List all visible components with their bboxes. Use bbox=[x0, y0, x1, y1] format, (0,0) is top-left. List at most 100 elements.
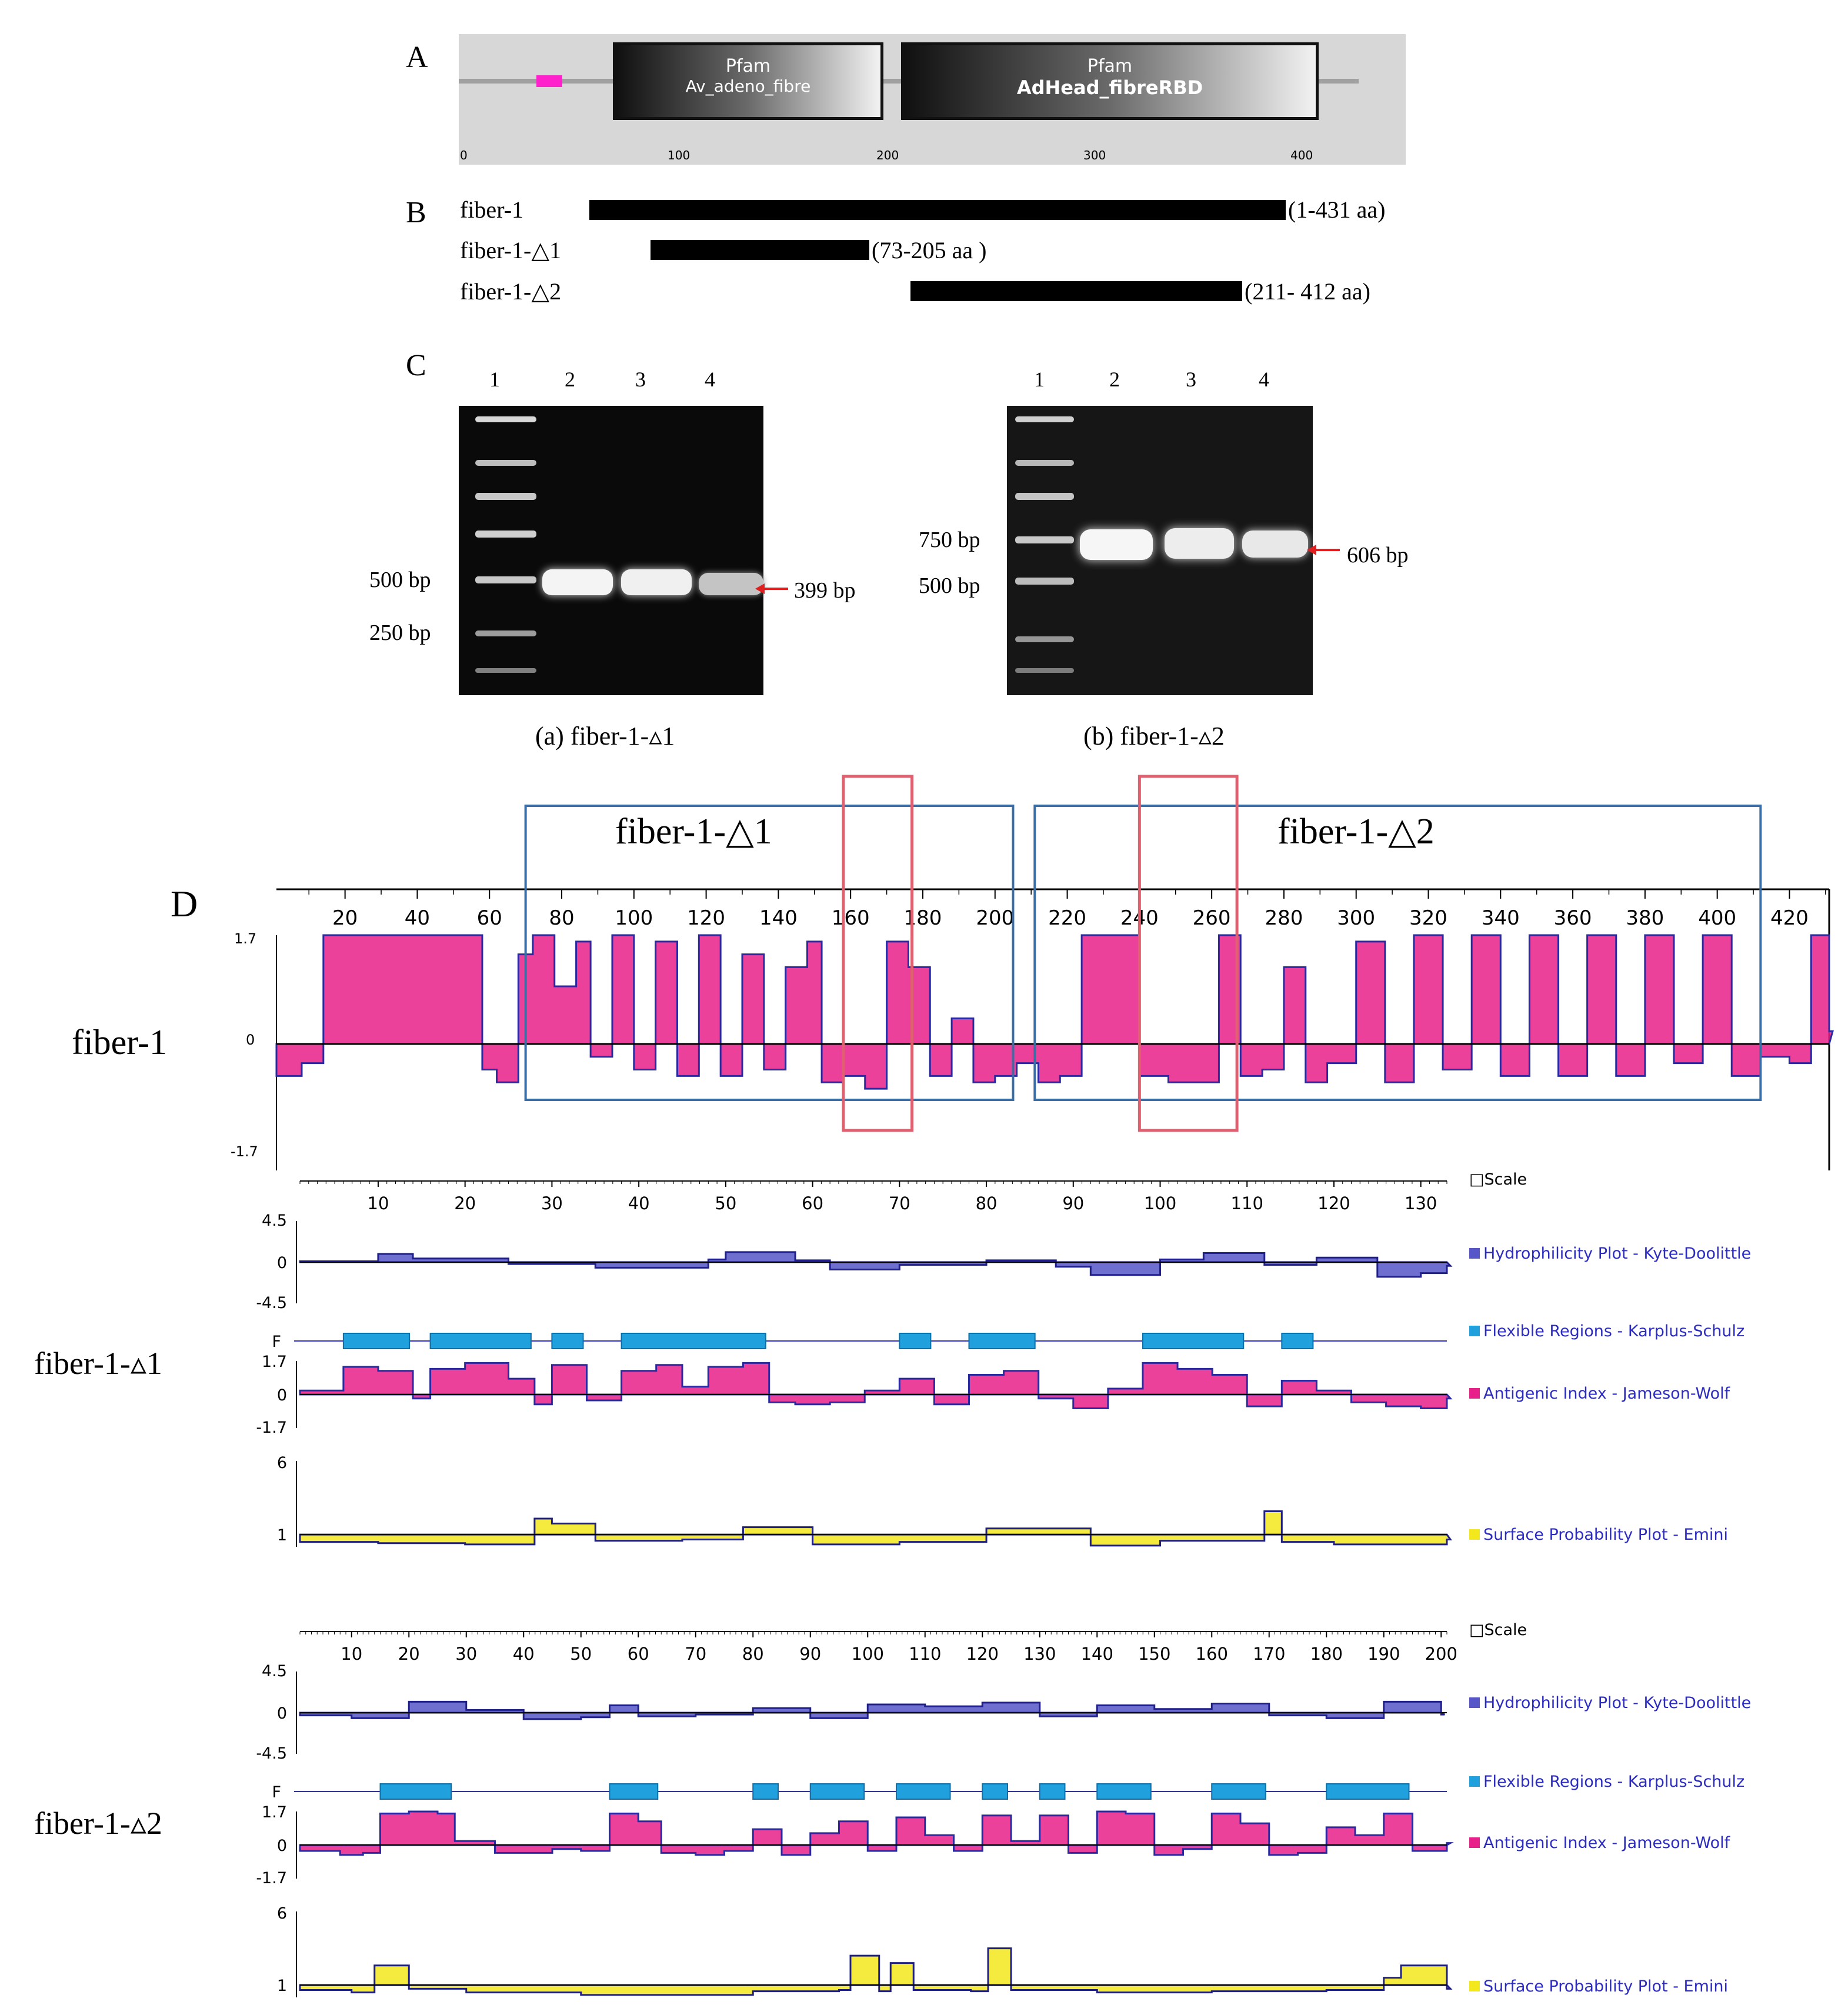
delta1-flex-region bbox=[342, 1333, 411, 1349]
gel-a-ladder-band bbox=[475, 416, 536, 422]
delta1-scale-tick-label: 10 bbox=[368, 1193, 389, 1213]
delta1-hydro-area bbox=[299, 1251, 1453, 1278]
delta2-anti-tick-label: 0 bbox=[277, 1837, 287, 1855]
gel-b-lane-2: 2 bbox=[1109, 368, 1120, 391]
fiber-1-region-label-2: fiber-1-△2 bbox=[1277, 812, 1435, 852]
delta1-plot-tracks: 10 20 30 40 50 60 70 80 90 100 110 120 1304.50-4.5F1… bbox=[256, 1180, 1453, 1547]
delta2-legend-flex: Flexible Regions - Karplus-Schulz bbox=[1469, 1773, 1744, 1791]
delta2-scale-tick-label: 10 bbox=[341, 1644, 362, 1664]
delta2-scale-tick-label: 160 bbox=[1196, 1644, 1228, 1664]
fiber-1-region-box bbox=[524, 805, 1015, 1101]
delta1-flex-region bbox=[1142, 1333, 1245, 1349]
legend-flex-swatch bbox=[1469, 1776, 1480, 1787]
pfam-axis-tick-400: 400 bbox=[1290, 148, 1313, 162]
delta1-anti-tick-label: -1.7 bbox=[256, 1419, 287, 1437]
fiber-1-x-tick-label: 60 bbox=[477, 906, 502, 930]
delta2-legend-surf: Surface Probability Plot - Emini bbox=[1469, 1977, 1728, 1996]
delta1-protein-plots: 10 20 30 40 50 60 70 80 90 100 110 120 1304.50-4.5F1… bbox=[256, 1180, 1453, 1547]
legend-anti-swatch bbox=[1469, 1837, 1480, 1848]
fiber-1-x-tick-label: 220 bbox=[1048, 906, 1086, 930]
delta1-scale-tick-label: 100 bbox=[1144, 1193, 1176, 1213]
delta2-legend-anti-text: Antigenic Index - Jameson-Wolf bbox=[1483, 1834, 1730, 1852]
delta2-anti-area bbox=[299, 1810, 1454, 1856]
delta1-scale-tick-label: 90 bbox=[1062, 1193, 1084, 1213]
gel-a-ladder-band bbox=[475, 630, 536, 636]
gel-b-ladder-band bbox=[1015, 416, 1074, 422]
gel-b-ladder-band bbox=[1015, 493, 1074, 500]
delta1-scale-tick-label: 70 bbox=[889, 1193, 910, 1213]
gel-a-band-size: 399 bp bbox=[794, 578, 856, 603]
delta2-hydro-tick-label: 4.5 bbox=[262, 1662, 287, 1680]
delta1-legend-surf: Surface Probability Plot - Emini bbox=[1469, 1526, 1728, 1544]
fiber-1-region-box bbox=[1033, 805, 1762, 1101]
delta1-legend-anti-text: Antigenic Index - Jameson-Wolf bbox=[1483, 1385, 1730, 1403]
pfam-axis-tick-100: 100 bbox=[668, 148, 691, 162]
pfam-axis-tick-200: 200 bbox=[876, 148, 899, 162]
legend-surf-swatch bbox=[1469, 1981, 1480, 1991]
delta1-flex-region bbox=[551, 1333, 584, 1349]
delta1-flex-region bbox=[1281, 1333, 1314, 1349]
panel-c-letter: C bbox=[406, 349, 426, 382]
delta2-scale-tick-label: 90 bbox=[799, 1644, 821, 1664]
legend-anti-swatch bbox=[1469, 1388, 1480, 1399]
fiber-1-x-tick-label: 40 bbox=[405, 906, 430, 930]
legend-scale-swatch: □ bbox=[1469, 1621, 1485, 1639]
delta2-anti-tick-label: 1.7 bbox=[262, 1803, 287, 1821]
delta2-flex-region bbox=[896, 1783, 951, 1800]
gel-a-ladder-band bbox=[475, 576, 536, 583]
delta2-surf-tick-label: 1 bbox=[277, 1977, 287, 1995]
pfam-domain-2-line1: Pfam bbox=[1087, 56, 1133, 76]
delta2-hydro-area bbox=[299, 1700, 1445, 1720]
pfam-domain-adhead-fibrerbd: Pfam AdHead_fibreRBD bbox=[901, 42, 1319, 120]
gel-b-sample-band bbox=[1165, 528, 1234, 559]
delta1-scale-tick-label: 40 bbox=[628, 1193, 650, 1213]
fiber-1-x-tick-label: 420 bbox=[1770, 906, 1809, 930]
fiber-1-x-tick-label: 360 bbox=[1554, 906, 1592, 930]
gel-b-ladder-band bbox=[1015, 636, 1074, 642]
gel-b-marker-750: 750 bp bbox=[919, 528, 980, 552]
delta1-row-label: fiber-1-▵1 bbox=[34, 1346, 162, 1381]
panel-d-letter: D bbox=[171, 883, 198, 925]
gel-b-lane-4: 4 bbox=[1259, 368, 1269, 391]
delta2-legend-flex-text: Flexible Regions - Karplus-Schulz bbox=[1483, 1773, 1745, 1791]
gel-b-sample-band bbox=[1242, 531, 1308, 558]
delta1-legend-surf-text: Surface Probability Plot - Emini bbox=[1483, 1526, 1729, 1544]
fiber-1-x-tick-label: 140 bbox=[759, 906, 798, 930]
delta1-surf-area bbox=[299, 1510, 1452, 1547]
delta1-scale-tick-label: 120 bbox=[1317, 1193, 1350, 1213]
delta2-scale-tick-label: 110 bbox=[909, 1644, 941, 1664]
pfam-domain-2-line2: AdHead_fibreRBD bbox=[1016, 76, 1203, 99]
fiber-1-x-tick-label: 380 bbox=[1626, 906, 1664, 930]
gel-b-ladder-band bbox=[1015, 536, 1074, 543]
fiber-1-x-tick-label: 80 bbox=[549, 906, 574, 930]
delta1-anti-area bbox=[299, 1362, 1453, 1409]
delta1-legend-scale-text: Scale bbox=[1484, 1170, 1527, 1189]
delta1-scale-tick-label: 110 bbox=[1231, 1193, 1263, 1213]
gel-a-band-arrow bbox=[755, 583, 788, 594]
delta2-plot-tracks: 10 20 30 40 50 60 70 80 90 100 110 120 130 140 150 160 1… bbox=[256, 1631, 1457, 1997]
legend-hydro-swatch bbox=[1469, 1248, 1480, 1259]
gel-b-ladder-band bbox=[1015, 668, 1074, 673]
gel-a-sample-band bbox=[621, 569, 692, 595]
delta1-legend-flex: Flexible Regions - Karplus-Schulz bbox=[1469, 1322, 1744, 1340]
gel-a-sample-band bbox=[699, 573, 763, 595]
delta1-anti-tick-label: 1.7 bbox=[262, 1353, 287, 1371]
gel-b-lane-1: 1 bbox=[1034, 368, 1045, 391]
gel-b-lane-3: 3 bbox=[1186, 368, 1196, 391]
legend-scale-swatch: □ bbox=[1469, 1170, 1485, 1189]
delta1-anti-tick-label: 0 bbox=[277, 1386, 287, 1405]
gel-a-ladder-band bbox=[475, 531, 536, 538]
gel-a-ladder-band bbox=[475, 668, 536, 673]
delta2-flex-region bbox=[1211, 1783, 1266, 1800]
delta2-scale-tick-label: 130 bbox=[1023, 1644, 1056, 1664]
fiber-1-row-label: fiber-1 bbox=[72, 1023, 168, 1062]
gel-b-ladder-band bbox=[1015, 460, 1074, 466]
construct-delta2-range: (211- 412 aa) bbox=[1245, 278, 1370, 305]
panel-b-letter: B bbox=[406, 196, 426, 229]
delta1-flex-region bbox=[429, 1333, 532, 1349]
delta2-flex-region bbox=[752, 1783, 779, 1800]
fiber-1-highlight-box bbox=[842, 775, 914, 1132]
delta2-legend-scale-text: Scale bbox=[1484, 1621, 1527, 1639]
gel-b-band-arrow bbox=[1307, 545, 1340, 555]
delta1-surf-tick-label: 1 bbox=[277, 1526, 287, 1544]
